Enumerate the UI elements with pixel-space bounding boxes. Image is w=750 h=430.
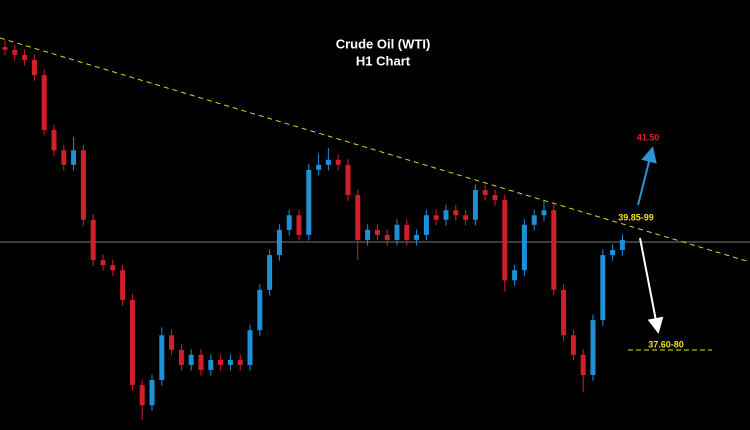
candles: [2, 40, 625, 420]
candle-body: [71, 150, 77, 165]
candle-body: [178, 349, 184, 365]
candle-body: [218, 359, 224, 365]
candle-body: [276, 229, 282, 256]
candle-body: [590, 320, 596, 376]
candle-body: [286, 215, 292, 230]
candle-body: [208, 359, 214, 371]
candle-body: [188, 354, 194, 365]
resistance-label: 39.85-99: [618, 212, 654, 222]
candle-body: [316, 164, 322, 170]
candle-body: [31, 59, 37, 76]
candle-body: [120, 270, 126, 300]
candle-body: [561, 289, 567, 336]
candle-body: [541, 210, 547, 216]
candle-body: [169, 335, 175, 350]
downside-target-label: 37.60-80: [648, 339, 684, 349]
candle-body: [149, 380, 155, 406]
chart-subtitle: H1 Chart: [356, 53, 411, 68]
candle-body: [570, 335, 576, 355]
candle-body: [129, 299, 135, 386]
candle-body: [247, 330, 253, 365]
candle-body: [12, 49, 18, 55]
candle-body: [404, 224, 410, 240]
candle-body: [521, 224, 527, 271]
candle-body: [453, 210, 459, 216]
candle-body: [80, 150, 86, 220]
candle-body: [414, 234, 420, 240]
down-arrow: [639, 237, 664, 334]
candle-body: [306, 169, 312, 235]
up-arrow: [637, 146, 657, 206]
candle-body: [531, 215, 537, 225]
candle-body: [90, 219, 96, 261]
candle-body: [41, 75, 47, 131]
trendline: [0, 37, 750, 263]
candle-body: [159, 335, 165, 381]
candle-body: [237, 359, 243, 365]
candle-body: [394, 224, 400, 240]
candle-body: [433, 215, 439, 220]
candle-body: [2, 47, 8, 50]
candle-body: [492, 195, 498, 201]
candle-body: [384, 234, 390, 240]
candle-body: [600, 255, 606, 321]
candle-body: [110, 265, 116, 271]
candle-body: [610, 250, 616, 256]
candle-body: [580, 354, 586, 376]
candle-body: [325, 159, 331, 165]
candle-body: [443, 210, 449, 220]
candle-body: [551, 210, 557, 290]
candle-body: [355, 195, 361, 240]
candle-body: [482, 190, 488, 196]
candle-body: [100, 260, 106, 266]
candle-body: [472, 190, 478, 220]
candle-body: [51, 130, 57, 151]
candle-body: [512, 270, 518, 281]
candle-body: [619, 239, 625, 251]
candle-body: [61, 150, 67, 165]
candle-body: [463, 215, 469, 220]
candle-body: [296, 215, 302, 235]
candle-body: [374, 229, 380, 235]
candle-body: [335, 159, 341, 165]
candle-body: [365, 229, 371, 240]
candle-body: [423, 215, 429, 235]
candle-body: [257, 289, 263, 331]
chart-title: Crude Oil (WTI): [336, 36, 431, 51]
candle-body: [267, 255, 273, 290]
candle-body: [139, 385, 145, 406]
candle-body: [345, 164, 351, 196]
candle-body: [198, 354, 204, 371]
upside-target-label: 41.50: [637, 132, 660, 142]
candle-body: [22, 54, 28, 60]
candle-body: [502, 200, 508, 281]
candle-body: [227, 359, 233, 365]
